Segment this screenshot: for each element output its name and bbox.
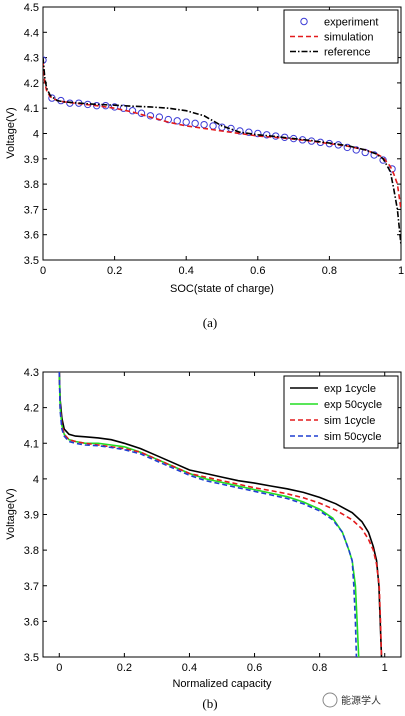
panel-a-xtick-label: 0.4 xyxy=(179,265,194,277)
panel-b-ytick-label: 3.8 xyxy=(24,545,39,557)
panel-a-xtick-label: 0 xyxy=(40,265,46,277)
panel-a-point-experiment xyxy=(173,117,181,125)
panel-b-series-exp-1cycle xyxy=(58,372,383,657)
panel-b-ytick-label: 3.5 xyxy=(24,652,39,664)
panel-a-xtick-label: 0.6 xyxy=(250,265,265,277)
panel-a-legend-marker xyxy=(300,17,308,26)
panel-b-ytick-label: 4 xyxy=(33,474,39,486)
panel-a-point-experiment xyxy=(48,94,56,102)
panel-a-ytick-label: 3.9 xyxy=(24,154,39,166)
panel-b-legend: exp 1cycle exp 50cycle sim 1cycle sim 50cyc… xyxy=(283,375,399,449)
panel-a-point-experiment xyxy=(43,56,47,64)
panel-a-ytick-label: 4.1 xyxy=(24,103,39,115)
panel-b-legend-label: exp 50cycle xyxy=(324,399,382,411)
panel-b-xtick-label: 0.6 xyxy=(247,662,262,674)
panel-a-point-experiment xyxy=(137,109,146,117)
panel-a-ytick-label: 3.6 xyxy=(24,230,39,242)
panel-a-point-experiment xyxy=(245,128,253,136)
panel-a-ytick-label: 4.3 xyxy=(24,53,39,65)
panel-a-legend-label: experiment xyxy=(324,17,378,29)
panel-b-chart: 3.53.63.73.83.944.14.24.30 0.2 0.4 0.6 0.8 1 … xyxy=(5,367,402,711)
panel-b-ytick-label: 4.1 xyxy=(24,438,39,450)
panel-a-series-simulation xyxy=(43,62,401,210)
panel-a-series-reference xyxy=(43,57,401,245)
panel-a-point-experiment xyxy=(110,103,119,111)
panel-b-xtick-label: 0.2 xyxy=(117,662,132,674)
panel-a-legend: experiment simulation reference xyxy=(283,9,399,64)
panel-b-legend-label: sim 50cycle xyxy=(324,431,381,443)
panel-a-ytick-label: 4.2 xyxy=(24,78,39,90)
panel-a-ytick-label: 3.8 xyxy=(24,179,39,191)
panel-b-caption: (b) xyxy=(202,696,217,711)
watermark-text: 能源学人 xyxy=(341,694,381,707)
panel-a-ytick-label: 4 xyxy=(33,129,39,141)
panel-a-xtick-label: 1 xyxy=(398,265,404,277)
panel-a-ylabel: Voltage(V) xyxy=(5,107,17,158)
panel-b-xtick-label: 1 xyxy=(382,662,388,674)
panel-b-legend-label: sim 1cycle xyxy=(324,415,375,427)
panel-a-caption: (a) xyxy=(203,315,217,330)
panel-a-ytick-label: 4.4 xyxy=(24,27,39,39)
panel-b-ytick-label: 3.7 xyxy=(24,581,39,593)
panel-b-ytick-label: 4.2 xyxy=(24,403,39,415)
panel-b-ytick-label: 3.6 xyxy=(24,616,39,628)
panel-a-point-experiment xyxy=(101,101,110,110)
panel-a-ytick-label: 4.5 xyxy=(24,2,39,14)
panel-a-legend-label: reference xyxy=(324,47,370,59)
panel-a-xtick-label: 0.2 xyxy=(107,265,122,277)
panel-a-xlabel: SOC(state of charge) xyxy=(170,283,274,295)
panel-b-xtick-label: 0.4 xyxy=(182,662,197,674)
panel-b-xtick-label: 0.8 xyxy=(312,662,327,674)
panel-a-point-experiment xyxy=(379,156,387,164)
panel-b-xlabel: Normalized capacity xyxy=(172,678,272,690)
panel-a-point-experiment xyxy=(254,129,262,138)
panel-a-point-experiment xyxy=(146,112,155,120)
panel-b-ytick-label: 4.3 xyxy=(24,367,39,379)
panel-a-point-experiment xyxy=(119,104,128,112)
panel-b-legend-label: exp 1cycle xyxy=(324,383,376,395)
panel-b-ytick-label: 3.9 xyxy=(24,510,39,522)
panel-a-ytick-label: 3.7 xyxy=(24,204,39,216)
watermark: 能源学人 xyxy=(322,692,381,708)
panel-a-point-experiment xyxy=(93,101,101,110)
panel-a-point-experiment xyxy=(263,131,271,139)
panel-b-ylabel: Voltage(V) xyxy=(5,488,17,539)
panel-b-xtick-label: 0 xyxy=(56,662,62,674)
panel-b-series-sim-50cycle xyxy=(58,372,358,657)
panel-a-point-experiment xyxy=(191,119,199,128)
panel-a-point-experiment xyxy=(352,146,360,154)
panel-a-legend-label: simulation xyxy=(324,32,374,44)
watermark-logo-icon xyxy=(322,692,338,708)
panel-a-xtick-label: 0.8 xyxy=(322,265,337,277)
panel-a-point-experiment xyxy=(182,118,190,126)
panel-b-series-sim-1cycle xyxy=(58,372,383,657)
panel-a-ytick-label: 3.5 xyxy=(24,255,39,267)
panel-a-chart: 3.5 3.6 3.7 3.8 3.9 4 4.1 4.2 4.3 4.4 4.5 0 0.2 0.4 0.… xyxy=(5,2,404,330)
